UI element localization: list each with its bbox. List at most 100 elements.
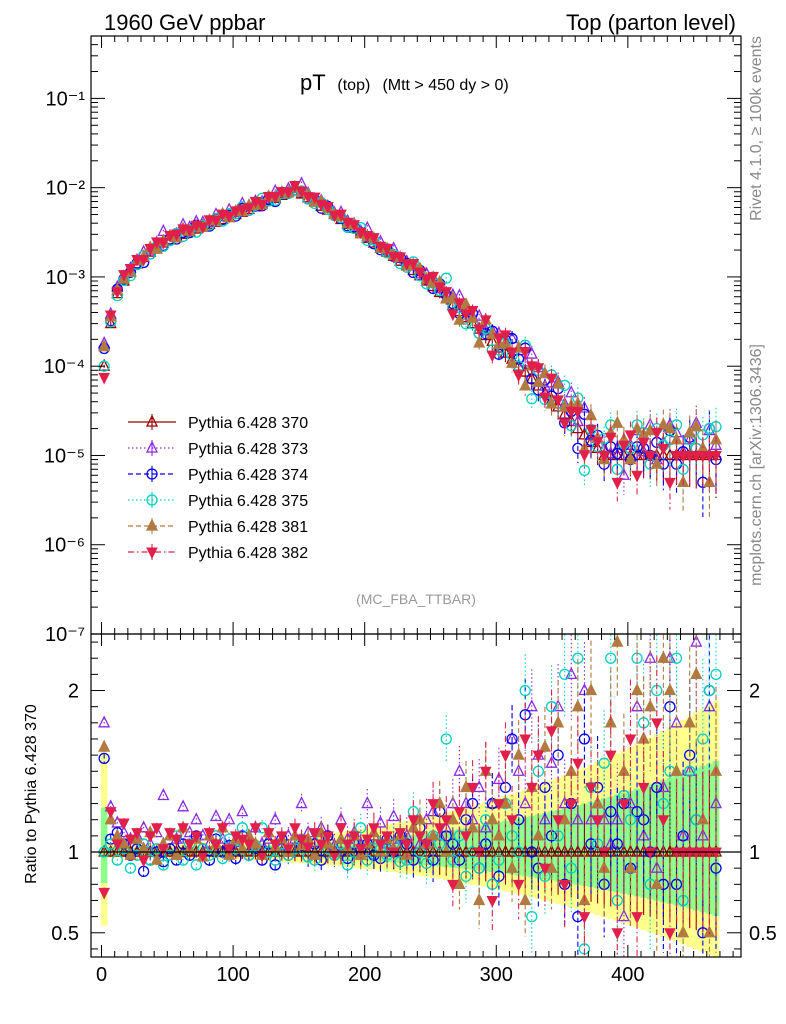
- ratio-point: [170, 834, 183, 847]
- ratio-point: [407, 854, 420, 866]
- ratio-point: [591, 844, 604, 857]
- data-point: [104, 316, 117, 329]
- ratio-point: [177, 799, 190, 812]
- ratio-point: [164, 828, 176, 840]
- data-point: [473, 335, 486, 348]
- ratio-point: [453, 876, 466, 889]
- data-point: [447, 309, 459, 322]
- ratio-y-tick-label: 1: [68, 842, 79, 864]
- ratio-point: [137, 855, 150, 868]
- ratio-point: [223, 844, 235, 856]
- data-point: [690, 419, 703, 432]
- ratio-point: [591, 815, 604, 827]
- ratio-point: [611, 928, 624, 940]
- ratio-point: [631, 683, 644, 696]
- ratio-point: [400, 839, 413, 852]
- data-point: [473, 324, 485, 337]
- ratio-point: [361, 834, 374, 847]
- data-point: [585, 424, 597, 437]
- data-point: [98, 358, 111, 371]
- ratio-point: [624, 844, 637, 857]
- ratio-point: [440, 733, 452, 745]
- plot-title-sub2: (Mtt > 450 dy > 0): [382, 77, 508, 94]
- data-point: [183, 225, 196, 238]
- legend: Pythia 6.428 370 Pythia 6.428 373 Pythia 6…: [128, 414, 308, 562]
- ratio-point: [157, 844, 170, 856]
- ratio-y-tick-label: 2: [68, 681, 79, 703]
- data-point: [624, 430, 637, 443]
- ratio-point: [157, 788, 170, 801]
- x-tick-label: 0: [96, 964, 107, 986]
- ratio-point: [512, 844, 525, 857]
- legend-marker: [146, 468, 158, 480]
- ratio-point: [282, 844, 295, 856]
- ratio-point: [374, 815, 387, 828]
- x-tick-label: 100: [216, 964, 249, 986]
- data-point: [552, 395, 564, 407]
- ratio-point: [447, 879, 459, 892]
- data-point: [552, 376, 565, 389]
- ratio-point: [650, 876, 663, 889]
- data-point: [256, 200, 268, 212]
- ratio-point: [190, 859, 202, 871]
- legend-item: Pythia 6.428 374: [128, 466, 308, 484]
- ratio-point: [295, 796, 308, 809]
- ratio-point: [387, 847, 400, 860]
- ratio-point: [433, 828, 446, 841]
- data-point: [611, 477, 624, 490]
- data-point: [683, 425, 696, 438]
- ratio-point: [275, 831, 288, 843]
- data-point: [650, 456, 663, 469]
- data-point: [197, 222, 209, 235]
- ratio-point: [124, 862, 137, 874]
- ratio-point: [407, 815, 420, 827]
- ratio-point: [177, 854, 189, 866]
- data-point: [236, 204, 249, 217]
- data-point: [506, 347, 518, 360]
- ratio-point: [650, 718, 663, 730]
- ratio-point: [117, 844, 130, 857]
- data-point: [368, 233, 380, 245]
- x-tick-label: 200: [348, 964, 381, 986]
- ratio-point: [703, 925, 716, 938]
- data-point: [269, 191, 282, 204]
- ratio-point: [512, 763, 525, 776]
- ratio-point: [664, 928, 676, 940]
- ratio-point: [624, 860, 637, 873]
- data-point: [611, 447, 623, 460]
- rivet-label: Rivet 4.1.0, ≥ 100k events: [748, 36, 765, 221]
- ratio-point: [670, 763, 683, 776]
- ratio-point: [605, 806, 617, 818]
- data-point: [604, 432, 617, 445]
- ratio-point: [118, 818, 130, 831]
- ratio-point: [203, 828, 216, 840]
- legend-marker: [145, 440, 159, 453]
- ratio-point: [473, 893, 486, 906]
- data-point: [427, 271, 439, 284]
- ratio-point: [545, 860, 558, 873]
- legend-label: Pythia 6.428 381: [188, 519, 308, 536]
- ratio-point: [683, 715, 696, 728]
- data-point: [572, 407, 584, 419]
- ratio-ylabel: Ratio to Pythia 6.428 370: [23, 704, 40, 884]
- ratio-point: [368, 823, 380, 835]
- ratio-point: [703, 684, 716, 697]
- data-point: [598, 450, 610, 463]
- data-point: [663, 421, 676, 434]
- data-point: [617, 467, 630, 480]
- ratio-point: [433, 844, 446, 857]
- ratio-point: [302, 842, 314, 855]
- data-point: [703, 422, 716, 435]
- ratio-point: [631, 912, 643, 924]
- ratio-point: [710, 668, 722, 681]
- data-point: [644, 450, 657, 463]
- ratio-point: [446, 812, 459, 825]
- ratio-point: [499, 750, 512, 763]
- ratio-point: [624, 734, 637, 747]
- ratio-point: [433, 823, 446, 835]
- ratio-point: [486, 844, 499, 857]
- ratio-point: [328, 850, 341, 863]
- data-point: [519, 378, 532, 391]
- ratio-point: [696, 812, 709, 825]
- ratio-point: [104, 844, 117, 857]
